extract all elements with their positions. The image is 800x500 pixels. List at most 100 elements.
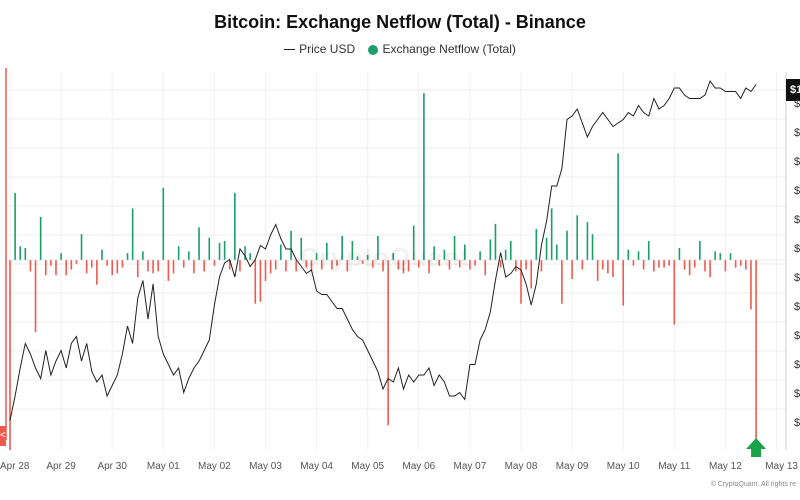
netflow-bar: [60, 253, 62, 260]
netflow-bar: [469, 260, 471, 270]
netflow-bar: [198, 227, 200, 260]
y-tick-label: $: [794, 243, 800, 255]
netflow-bar: [397, 260, 400, 270]
netflow-bar: [111, 260, 113, 276]
y-tick-label: $: [794, 185, 800, 197]
netflow-bar: [494, 223, 497, 260]
netflow-bar: [693, 260, 696, 268]
netflow-bar: [535, 229, 538, 260]
chart-title: Bitcoin: Exchange Netflow (Total) - Bina…: [214, 12, 586, 32]
netflow-bar: [612, 260, 614, 278]
netflow-bar: [668, 260, 670, 266]
x-tick-label: May 05: [351, 461, 385, 472]
netflow-bar: [193, 260, 195, 274]
x-tick-label: May 09: [555, 461, 589, 472]
netflow-bar: [745, 260, 747, 270]
y-tick-label: $: [794, 417, 800, 429]
netflow-bar: [653, 260, 655, 272]
netflow-bar: [34, 260, 37, 333]
netflow-bar: [75, 260, 78, 264]
x-tick-label: May 04: [300, 461, 333, 472]
netflow-bar: [418, 260, 420, 268]
netflow-bar: [290, 230, 292, 260]
netflow-bar: [428, 260, 430, 274]
netflow-bar: [545, 237, 548, 260]
netflow-bar: [203, 260, 205, 272]
netflow-bar: [80, 234, 83, 260]
y-tick-label: $: [794, 301, 800, 313]
netflow-bar: [320, 260, 323, 270]
netflow-bar: [9, 260, 11, 450]
y-tick-label: $: [794, 388, 800, 400]
netflow-bar: [387, 260, 389, 426]
netflow-bar: [591, 234, 594, 260]
netflow-bar: [218, 242, 221, 260]
netflow-bar: [131, 208, 134, 260]
netflow-bar: [734, 260, 737, 268]
netflow-bar: [755, 260, 757, 450]
netflow-bar: [407, 260, 410, 272]
netflow-bar: [377, 235, 379, 260]
netflow-bar: [750, 260, 752, 310]
x-tick-label: May 03: [249, 461, 282, 472]
netflow-bar: [101, 249, 103, 260]
y-tick-label: $: [794, 330, 800, 342]
netflow-bar: [65, 260, 68, 276]
netflow-bar: [382, 260, 384, 272]
netflow-bar: [479, 251, 481, 260]
netflow-bar: [622, 260, 624, 306]
x-tick-label: May 10: [606, 461, 640, 472]
y-tick-label: $: [794, 272, 800, 284]
legend-line-swatch: [284, 49, 296, 51]
netflow-bar: [142, 251, 144, 260]
x-tick-label: May 06: [402, 461, 436, 472]
y-axis-badge: $1: [786, 79, 800, 101]
netflow-bar: [116, 260, 119, 274]
price-line-layer: [9, 79, 757, 421]
netflow-bar: [244, 246, 246, 260]
netflow-bar: [162, 187, 165, 260]
credit-text: © CryptoQuant. All rights re: [710, 481, 796, 488]
legend-item-price[interactable]: Price USD: [284, 42, 355, 56]
netflow-bar: [147, 260, 149, 272]
netflow-bar: [331, 260, 333, 270]
netflow-bar: [555, 244, 558, 260]
netflow-bar: [264, 260, 267, 281]
netflow-bar: [136, 260, 139, 278]
netflow-bar: [607, 260, 609, 274]
netflow-bar: [29, 260, 32, 272]
netflow-bar: [463, 244, 466, 260]
netflow-bar: [688, 260, 691, 276]
netflow-bar: [177, 246, 180, 260]
netflow-bar: [443, 249, 446, 260]
netflow-bar: [351, 241, 354, 260]
netflow-bar: [504, 249, 507, 260]
netflow-bar: [642, 260, 645, 270]
netflow-bar: [474, 260, 476, 266]
netflow-bar: [525, 260, 527, 270]
watermark: CryptoQuant: [300, 242, 470, 272]
netflow-bar: [55, 260, 57, 276]
y-tick-label: $: [794, 127, 800, 139]
netflow-bar: [719, 253, 722, 260]
netflow-bar: [285, 260, 287, 272]
netflow-bar: [361, 260, 364, 264]
y-tick-label: $: [794, 359, 800, 371]
netflow-bar: [433, 246, 435, 260]
legend-item-netflow[interactable]: Exchange Netflow (Total): [368, 42, 516, 56]
netflow-bar: [24, 247, 27, 260]
netflow-bar: [601, 260, 604, 270]
netflow-bar: [678, 247, 681, 260]
y-tick-label: $: [794, 156, 800, 168]
netflow-bar: [152, 260, 154, 274]
netflow-bar: [520, 260, 522, 304]
netflow-bar: [617, 153, 619, 260]
netflow-bar: [188, 251, 190, 260]
netflow-bar: [280, 244, 282, 260]
netflow-bar: [499, 260, 502, 268]
x-tick-label: Apr 30: [97, 461, 127, 472]
netflow-bar: [509, 241, 512, 260]
netflow-bar: [157, 260, 159, 272]
netflow-bar: [448, 260, 451, 270]
netflow-bar: [709, 260, 711, 278]
